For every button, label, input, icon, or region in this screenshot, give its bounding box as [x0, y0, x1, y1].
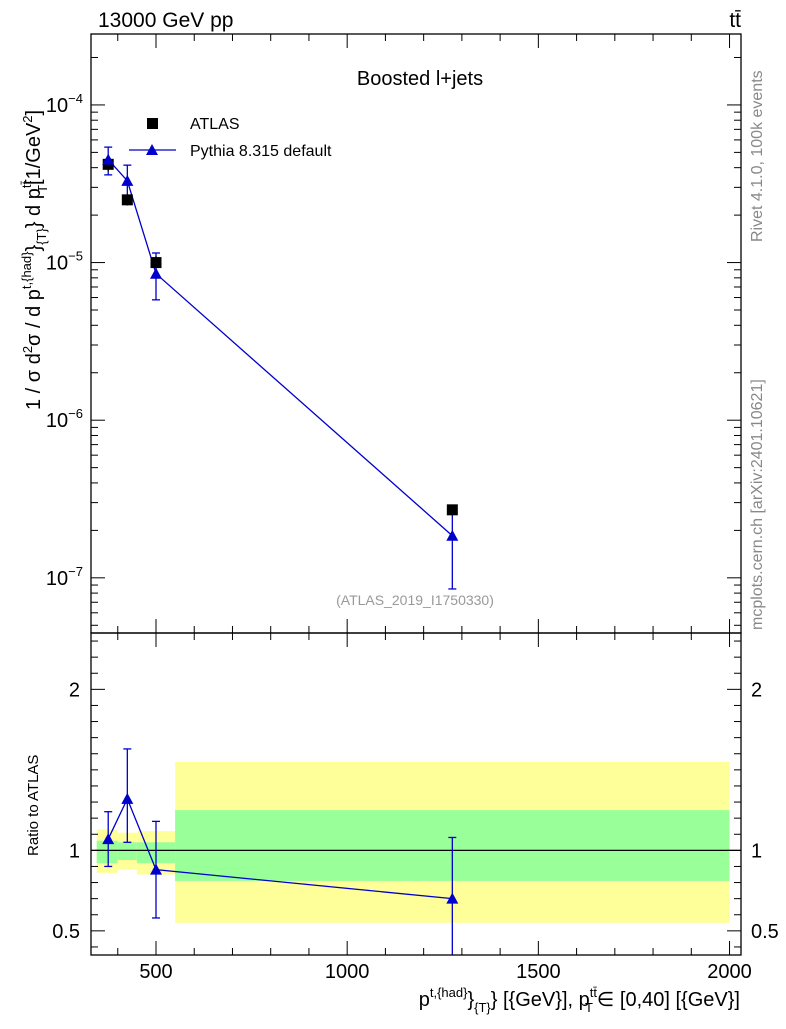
x-axis-label: pt,{had}}{T}} [{GeV}], ptt̄ T ∈ [0,40] [{G…	[419, 985, 740, 1015]
ratio-mc-point	[150, 863, 162, 875]
header-right: tt̄	[729, 9, 741, 32]
rivet-label: Rivet 4.1.0, 100k events	[749, 70, 766, 242]
x-tick-label: 500	[139, 961, 172, 983]
y-tick-label: 10−4	[46, 91, 83, 117]
ratio-y-tick-label: 1	[69, 840, 80, 862]
ratio-mc-point	[102, 833, 115, 845]
y-tick-label: 10−5	[46, 249, 83, 275]
ratio-y-tick-label-right: 1	[751, 840, 762, 862]
ratio-y-axis-label: Ratio to ATLAS	[25, 755, 42, 856]
mc-point	[446, 529, 459, 541]
ratio-band-inner	[96, 840, 118, 864]
ratio-mc-line	[107, 797, 453, 900]
mc-point	[121, 174, 134, 186]
analysis-label: (ATLAS_2019_I1750330)	[336, 592, 494, 608]
header-left: 13000 GeV pp	[98, 9, 233, 32]
ratio-mc-point	[121, 792, 134, 804]
ratio-plot: 500 1000 1500 2000 0.5 0.5 1 1 2 2	[52, 640, 779, 983]
ratio-y-tick-label-right: 2	[751, 679, 762, 701]
ratio-mc-point	[446, 892, 459, 904]
mc-point	[102, 153, 115, 165]
chart-title: Boosted l+jets	[357, 68, 483, 90]
legend: ATLAS Pythia 8.315 default	[129, 116, 332, 160]
x-tick-label: 1000	[325, 961, 370, 983]
mc-line	[107, 159, 453, 537]
source-label: mcplots.cern.ch [arXiv:2401.10621]	[749, 379, 766, 630]
y-tick-label: 10−6	[46, 406, 83, 432]
main-plot-frame	[90, 33, 742, 634]
y-tick-label: 10−7	[46, 564, 83, 590]
ratio-y-tick-label-right: 0.5	[751, 921, 779, 943]
x-tick-label: 1500	[516, 961, 561, 983]
main-plot: 10−7 10−6 10−5 10−4	[46, 34, 741, 955]
legend-atlas-label: ATLAS	[190, 116, 240, 133]
legend-pythia-marker	[146, 144, 158, 155]
legend-atlas-marker	[147, 118, 158, 129]
legend-pythia-label: Pythia 8.315 default	[190, 143, 332, 160]
x-tick-label: 2000	[707, 961, 752, 983]
ratio-band-inner	[117, 842, 137, 861]
ratio-plot-frame	[90, 632, 742, 956]
data-point	[150, 257, 162, 269]
ratio-y-tick-label: 0.5	[52, 921, 80, 943]
ratio-y-tick-label: 2	[69, 679, 80, 701]
data-point	[121, 194, 133, 206]
data-point	[446, 504, 458, 516]
main-y-axis-label: 1 / σ d2σ / d pt,{had}}{T}} d ptt̄T[1/Ge…	[19, 110, 50, 410]
mc-point	[150, 267, 162, 279]
